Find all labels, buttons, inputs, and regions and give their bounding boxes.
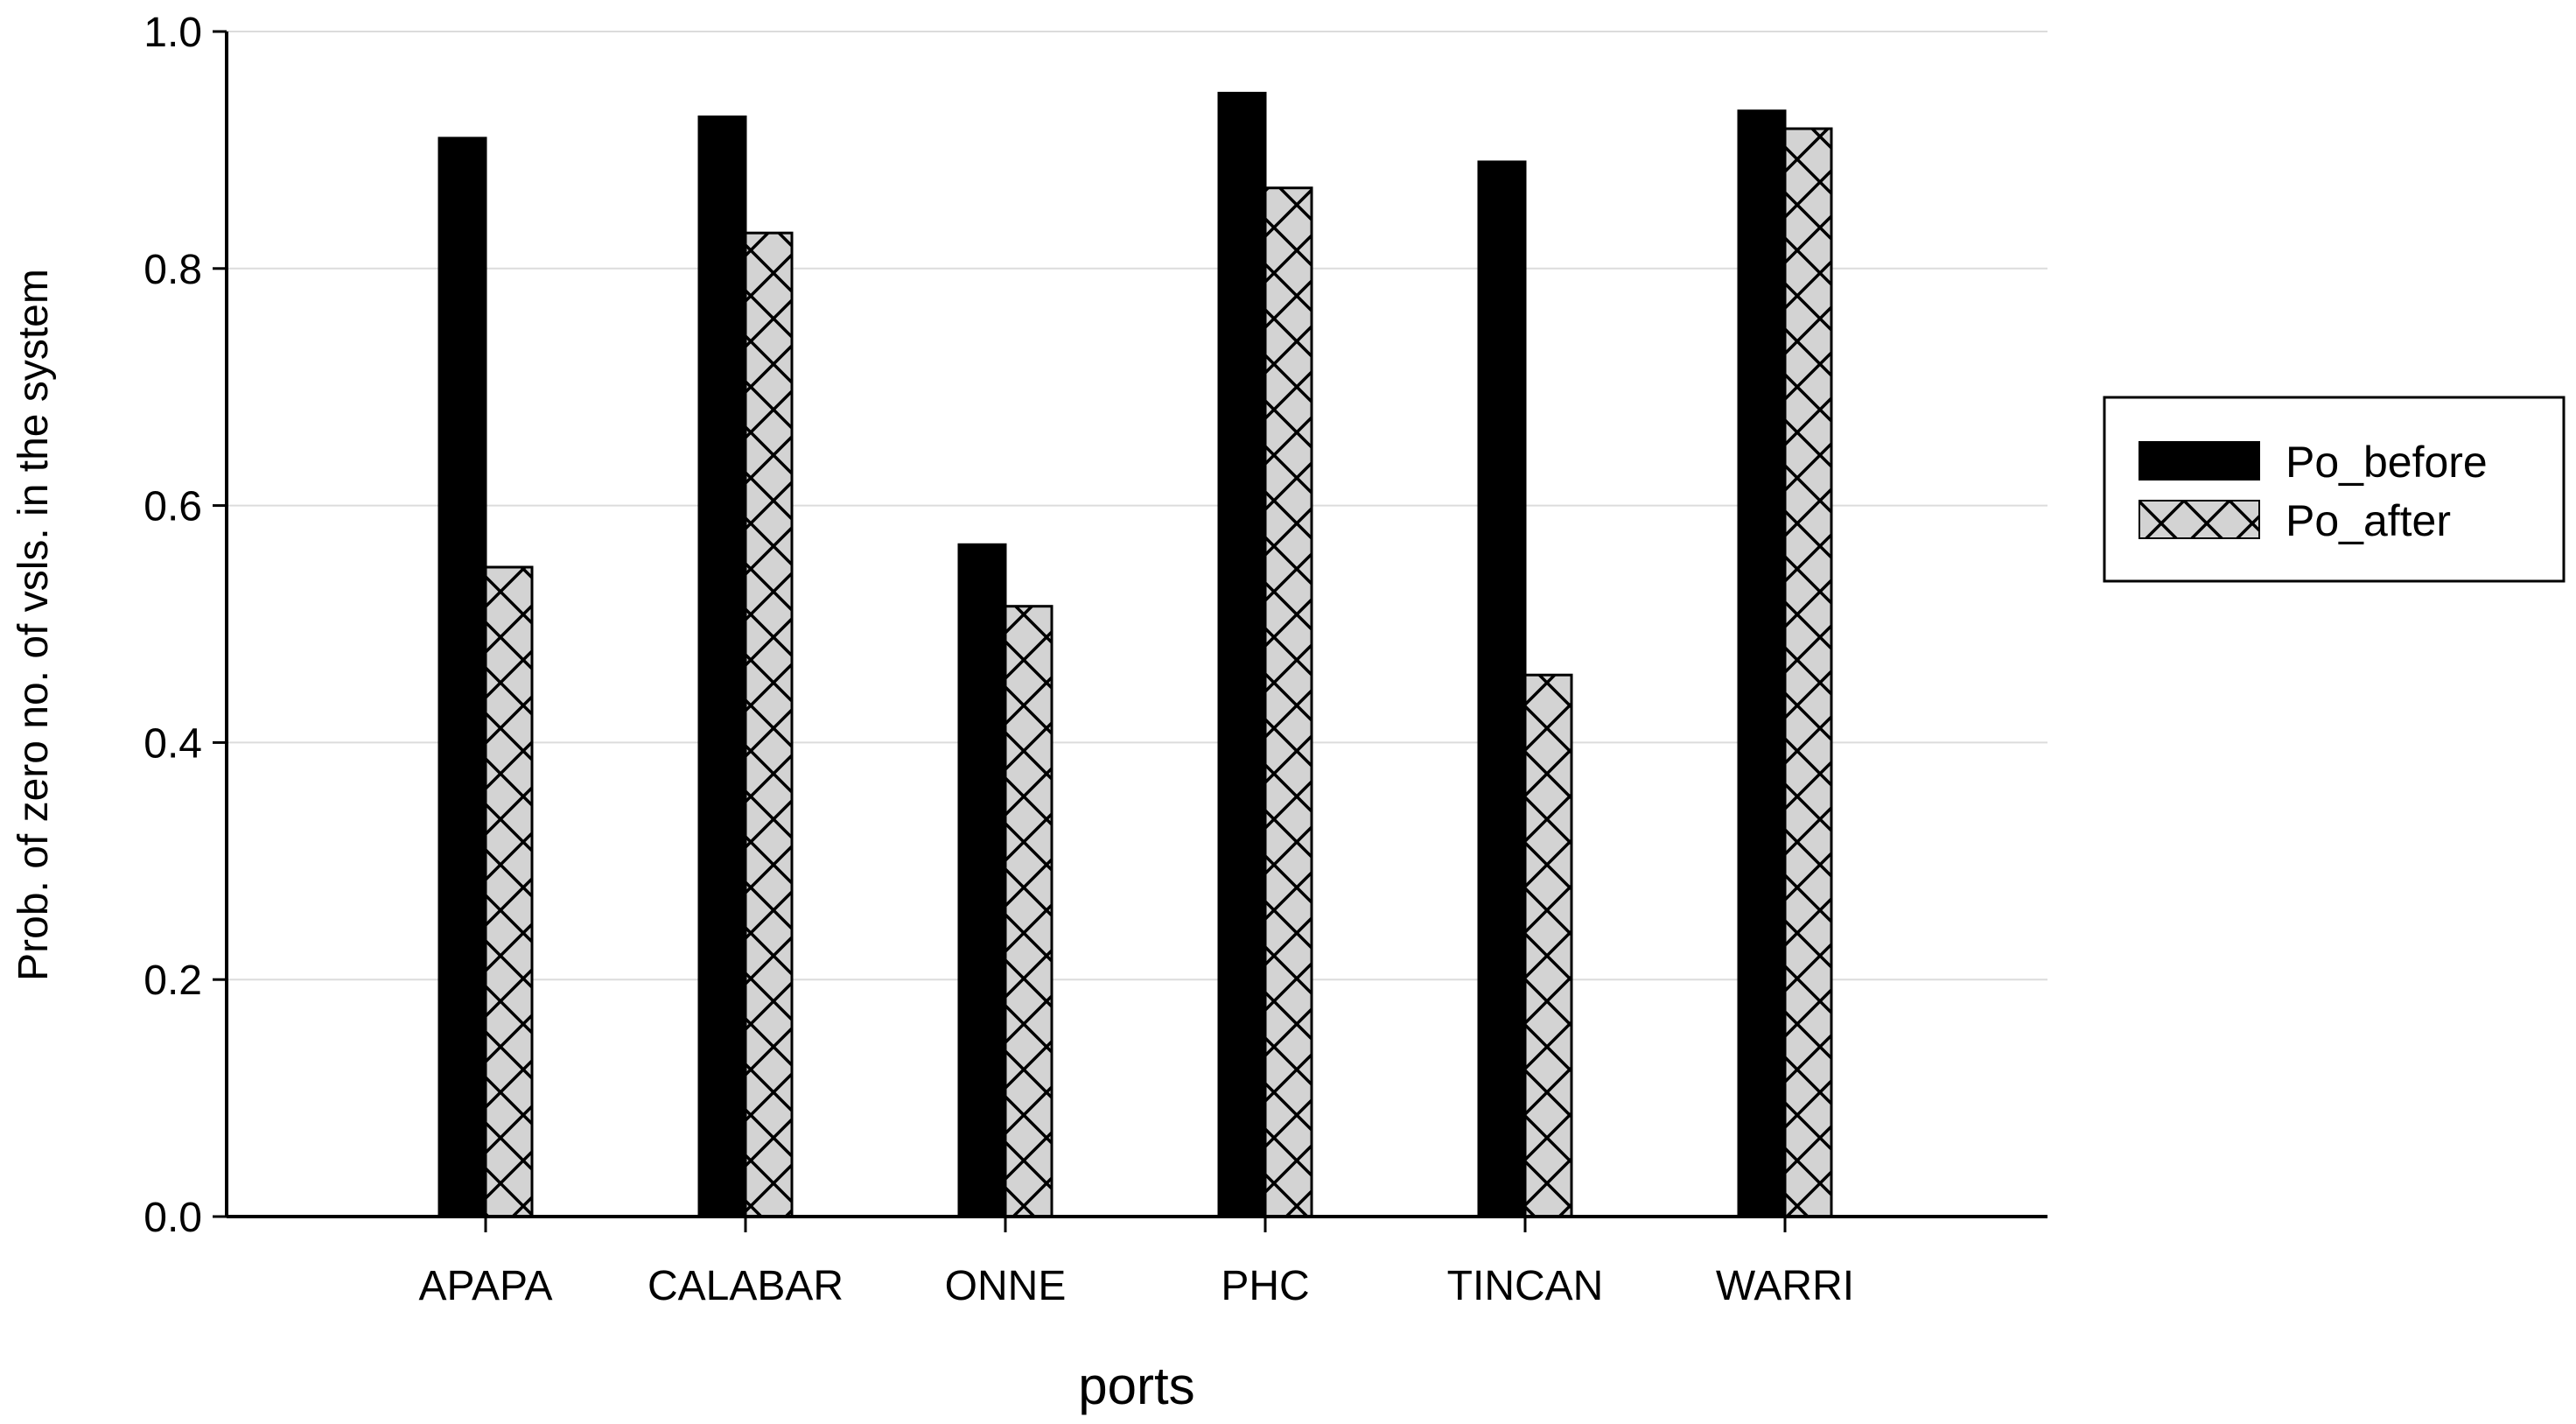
legend-label-po-after: Po_after [2286,496,2451,545]
y-ticks: 0.0 0.2 0.4 0.6 0.8 1.0 [144,10,227,1241]
bar-po-before-warri [1737,109,1787,1218]
bar-po-after-warri [1783,127,1833,1218]
y-axis-title: Prob. of zero no. of vsls. in the system [10,269,57,981]
x-axis-title: ports [1078,1357,1194,1415]
bar-po-before-phc [1217,91,1267,1218]
bar-po-before-tincan [1477,160,1527,1218]
y-tick-label: 1.0 [144,10,202,56]
x-tick-label: WARRI [1716,1263,1854,1309]
legend-swatch-po-after [2138,500,2260,539]
legend-label-po-before: Po_before [2286,438,2488,487]
y-tick-label: 0.4 [144,720,202,767]
legend-box [2103,396,2566,583]
x-tick-label: ONNE [945,1263,1067,1309]
bars [438,91,1833,1218]
x-tick-label: CALABAR [648,1263,844,1309]
legend-swatch-po-before [2138,441,2260,481]
bar-po-after-tincan [1523,673,1573,1218]
y-tick-label: 0.2 [144,958,202,1004]
y-tick-label: 0.6 [144,484,202,530]
legend: Po_before Po_after [2103,396,2566,583]
bar-po-before-onne [957,543,1007,1218]
x-tick-label: PHC [1221,1263,1309,1309]
x-tick-labels: APAPA CALABAR ONNE PHC TINCAN WARRI [419,1217,1854,1309]
y-tick-label: 0.0 [144,1195,202,1241]
bar-po-before-calabar [697,115,747,1218]
bar-po-after-phc [1264,186,1313,1218]
x-tick-label: APAPA [419,1263,553,1309]
y-tick-label: 0.8 [144,247,202,293]
bar-po-before-apapa [438,137,487,1218]
bar-po-after-calabar [744,231,794,1218]
bar-po-after-apapa [484,565,534,1218]
x-tick-label: TINCAN [1447,1263,1604,1309]
bar-po-after-onne [1004,605,1054,1218]
